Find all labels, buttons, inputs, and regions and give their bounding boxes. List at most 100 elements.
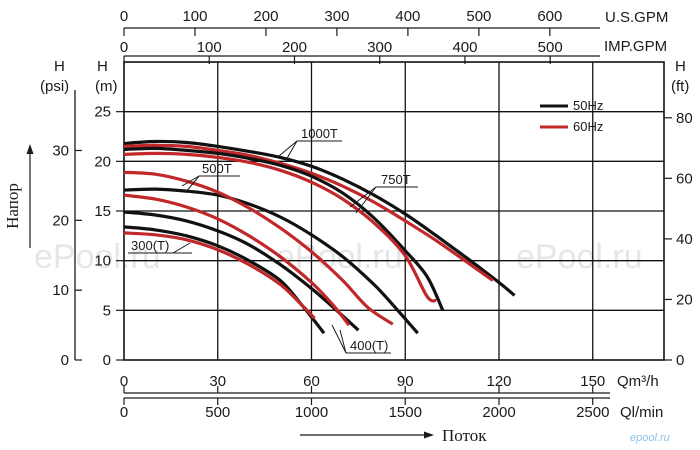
leader-750t-b (355, 186, 377, 214)
impgpm-tick-label-300: 300 (367, 39, 392, 56)
leader-1000t-a (278, 140, 298, 157)
impgpm-tick-label-0: 0 (120, 39, 128, 56)
impgpm-tick-label-200: 200 (282, 39, 307, 56)
ft-tick-label-20: 20 (676, 291, 693, 308)
plot-frame (123, 61, 665, 361)
brand-watermark: epool.ru (630, 432, 670, 444)
curves (123, 139, 516, 335)
watermark-right: ePool.ru (516, 238, 643, 276)
usgpm-tick-label-300: 300 (324, 8, 349, 25)
psi-tick-label-20: 20 (52, 212, 69, 229)
qm3h-tick-label-60: 60 (303, 373, 320, 390)
legend-60hz-label: 60Hz (573, 119, 603, 134)
m-tick-label-10: 10 (94, 253, 111, 270)
usgpm-tick-label-100: 100 (182, 8, 207, 25)
m-tick-label-5: 5 (103, 302, 111, 319)
watermark-left: ePool.ru (34, 238, 161, 276)
x-axis-title: Поток (442, 426, 487, 445)
grid-lines (124, 62, 664, 360)
usgpm-tick-label-600: 600 (537, 8, 562, 25)
legend: 50Hz 60Hz (540, 98, 603, 134)
qlmin-tick-label-2500: 2500 (576, 404, 609, 421)
ft-tick-label-40: 40 (676, 231, 693, 248)
impgpm-tick-label-100: 100 (197, 39, 222, 56)
usgpm-tick-label-0: 0 (120, 8, 128, 25)
m-tick-label-25: 25 (94, 104, 111, 121)
m-axis-label-h: H (97, 58, 108, 75)
ft-tick-label-0: 0 (676, 352, 684, 369)
qlmin-tick-label-1500: 1500 (389, 404, 422, 421)
m-tick-label-15: 15 (94, 203, 111, 220)
psi-tick-label-10: 10 (52, 282, 69, 299)
impgpm-tick-label-500: 500 (538, 39, 563, 56)
m-tick-label-20: 20 (94, 153, 111, 170)
usgpm-ticks: 0 100 200 300 400 500 600 (120, 8, 562, 36)
curve-500t-60hz (123, 170, 394, 326)
curve-400t-60hz (123, 193, 351, 327)
leader-750t-a (349, 186, 377, 208)
y-axis-title: Напор (3, 183, 22, 229)
qm3h-tick-label-30: 30 (209, 373, 226, 390)
qm3h-tick-label-0: 0 (120, 373, 128, 390)
m-tick-label-0: 0 (103, 352, 111, 369)
curve-750t-50hz (123, 146, 445, 311)
leader-400t-a (331, 324, 347, 354)
qm3h-tick-label-120: 120 (486, 373, 511, 390)
watermarks: ePool.ru ePool.ru ePool.ru (34, 238, 643, 276)
qlmin-ticks: 0 500 1000 1500 2000 2500 (120, 398, 609, 421)
qlmin-tick-label-2000: 2000 (482, 404, 515, 421)
y-axis-arrow-head (26, 144, 34, 154)
impgpm-ticks: 0 100 200 300 400 500 (120, 39, 563, 64)
leader-500t-a (181, 175, 200, 187)
label-300t: 300(T) (131, 238, 169, 253)
impgpm-tick-label-400: 400 (452, 39, 477, 56)
ft-axis-label-h: H (675, 58, 686, 75)
psi-axis-label-h: H (54, 58, 65, 75)
qlmin-tick-label-1000: 1000 (295, 404, 328, 421)
leader-500t-b (185, 175, 200, 193)
curve-1000t-60hz (123, 143, 494, 282)
leader-300t-a (172, 242, 191, 254)
qlmin-axis-label: Ql/min (620, 404, 663, 421)
usgpm-tick-label-500: 500 (466, 8, 491, 25)
psi-axis-label-unit: (psi) (40, 78, 69, 95)
curve-1000t-50hz (123, 139, 516, 297)
ft-tick-label-80: 80 (676, 110, 693, 127)
label-1000t: 1000T (301, 126, 338, 141)
qm3h-ticks: 0 30 60 90 120 150 (120, 373, 605, 393)
qm3h-axis-label: Qm³/h (617, 373, 659, 390)
label-750t: 750T (381, 172, 411, 187)
usgpm-axis-label: U.S.GPM (605, 9, 668, 26)
qlmin-tick-label-500: 500 (205, 404, 230, 421)
leader-1000t-b (285, 140, 298, 161)
curve-750t-60hz (123, 151, 438, 303)
top-axes: 0 100 200 300 400 500 600 U.S.GPM 0 100 200 300 40… (120, 8, 668, 64)
curve-500t-50hz (123, 187, 419, 335)
ft-tick-label-60: 60 (676, 170, 693, 187)
psi-ticks: 0 10 20 30 (52, 142, 82, 369)
psi-tick-label-0: 0 (61, 352, 69, 369)
label-500t: 500T (202, 161, 232, 176)
qm3h-tick-label-90: 90 (397, 373, 414, 390)
m-ticks: 0 5 10 15 20 25 (94, 104, 124, 369)
curve-400t-50hz (123, 210, 360, 332)
impgpm-axis-label: IMP.GPM (604, 38, 667, 55)
label-400t: 400(T) (350, 338, 388, 353)
usgpm-tick-label-400: 400 (395, 8, 420, 25)
curve-300t-60hz (123, 231, 316, 320)
qm3h-tick-label-150: 150 (580, 373, 605, 390)
legend-50hz-label: 50Hz (573, 98, 603, 113)
series-labels: 1000T 750T 500T 400(T) 300(T) (128, 126, 418, 354)
usgpm-tick-label-200: 200 (253, 8, 278, 25)
ft-axis-label-unit: (ft) (671, 78, 689, 95)
right-axis: H (ft) 0 20 40 60 80 (664, 58, 693, 369)
leader-400t-b (339, 329, 347, 354)
qlmin-tick-label-0: 0 (120, 404, 128, 421)
psi-tick-label-30: 30 (52, 142, 69, 159)
x-axis-arrow-head (424, 431, 434, 439)
m-axis-label-unit: (m) (95, 78, 118, 95)
ft-ticks: 0 20 40 60 80 (664, 110, 693, 369)
plot-area: 50Hz 60Hz 1000T 750T 500T 400(T) (123, 61, 665, 361)
bottom-axes: 0 30 60 90 120 150 Qm³/h 0 500 1000 1500 2000 2500… (120, 373, 664, 445)
